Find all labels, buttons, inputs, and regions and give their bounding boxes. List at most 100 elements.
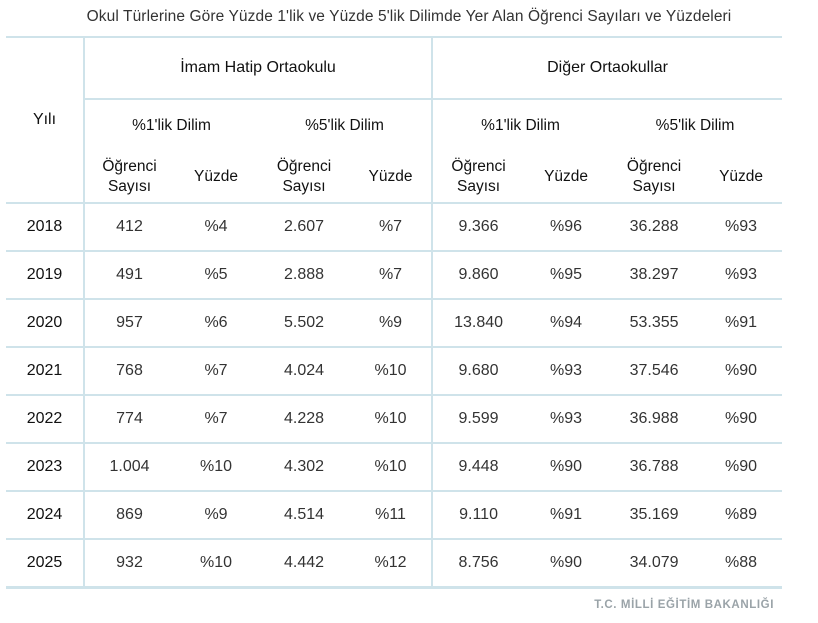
percent-cell: %7 [350, 202, 433, 251]
student-count-cell: 1.004 [83, 442, 174, 491]
year-cell: 2020 [6, 298, 84, 347]
year-cell: 2022 [6, 394, 84, 443]
percent-cell: %7 [174, 346, 258, 395]
student-count-cell: 491 [83, 250, 174, 299]
year-cell: 2023 [6, 442, 84, 491]
column-header-student-count: Öğrenci Sayısı [83, 151, 174, 203]
column-header-line: Öğrenci [626, 157, 682, 175]
table-row: 2024 869 %9 4.514 %11 9.110 %91 35.169 %89 [6, 490, 783, 539]
percent-cell: %10 [350, 442, 433, 491]
percent-cell: %90 [700, 442, 783, 491]
column-header-student-count: Öğrenci Sayısı [431, 151, 525, 203]
student-count-cell: 35.169 [608, 490, 701, 539]
column-header-student-count: Öğrenci Sayısı [608, 151, 700, 203]
column-header-student-count: Öğrenci Sayısı [258, 151, 350, 203]
student-count-cell: 957 [83, 298, 174, 347]
percent-cell: %5 [174, 250, 258, 299]
percent-cell: %90 [524, 538, 609, 589]
student-count-cell: 9.110 [431, 490, 525, 539]
student-count-cell: 4.442 [258, 538, 350, 589]
table-row: 2021 768 %7 4.024 %10 9.680 %93 37.546 %90 [6, 346, 783, 395]
student-count-cell: 4.228 [258, 394, 350, 443]
table-row: 2018 412 %4 2.607 %7 9.366 %96 36.288 %93 [6, 202, 783, 251]
group-header-diger: Diğer Ortaokullar [431, 36, 783, 100]
column-header-line: Sayısı [282, 177, 326, 195]
column-header-line: Sayısı [457, 177, 501, 195]
student-count-cell: 8.756 [431, 538, 525, 589]
subgroup-header: %5'lik Dilim [305, 116, 384, 134]
percent-cell: %93 [700, 202, 783, 251]
student-count-cell: 4.514 [258, 490, 350, 539]
column-header-line: Sayısı [107, 177, 152, 195]
column-header-line: Öğrenci [451, 157, 506, 175]
percent-cell: %7 [350, 250, 433, 299]
student-count-cell: 869 [83, 490, 174, 539]
percent-cell: %93 [524, 346, 609, 395]
year-cell: 2025 [6, 538, 84, 589]
column-header-percent: Yüzde [719, 167, 764, 185]
percent-cell: %94 [524, 298, 609, 347]
student-count-cell: 768 [83, 346, 174, 395]
student-count-cell: 9.366 [431, 202, 525, 251]
student-count-cell: 9.599 [431, 394, 525, 443]
subgroup-header: %5'lik Dilim [655, 116, 735, 134]
student-count-cell: 5.502 [258, 298, 350, 347]
student-count-cell: 38.297 [608, 250, 701, 299]
percent-cell: %10 [174, 538, 258, 589]
statistics-table: Yılı İmam Hatip Ortaokulu Diğer Ortaokul… [6, 36, 783, 589]
percent-cell: %9 [174, 490, 258, 539]
column-header-line: Sayısı [632, 177, 676, 195]
group-header-imam-hatip: İmam Hatip Ortaokulu [82, 36, 433, 100]
year-cell: 2018 [6, 202, 84, 251]
percent-cell: %12 [350, 538, 433, 589]
student-count-cell: 37.546 [608, 346, 701, 395]
year-cell: 2019 [6, 250, 84, 299]
subgroup-header: %1'lik Dilim [83, 99, 258, 151]
student-count-cell: 2.888 [258, 250, 350, 299]
student-count-cell: 2.607 [258, 202, 350, 251]
percent-cell: %96 [524, 202, 609, 251]
student-count-cell: 36.288 [608, 202, 701, 251]
percent-cell: %91 [524, 490, 609, 539]
column-header-line: Öğrenci [276, 157, 332, 175]
percent-cell: %89 [700, 490, 783, 539]
student-count-cell: 53.355 [608, 298, 701, 347]
percent-cell: %10 [350, 346, 433, 395]
year-header: Yılı [6, 36, 84, 203]
percent-cell: %10 [174, 442, 258, 491]
column-header-percent: Yüzde [544, 167, 589, 185]
percent-cell: %4 [174, 202, 258, 251]
table-row: 2023 1.004 %10 4.302 %10 9.448 %90 36.788 %90 [6, 442, 783, 491]
percent-cell: %6 [174, 298, 258, 347]
student-count-cell: 774 [83, 394, 174, 443]
column-header-percent: Yüzde [368, 167, 413, 185]
percent-cell: %93 [524, 394, 609, 443]
percent-cell: %90 [700, 394, 783, 443]
percent-cell: %11 [350, 490, 433, 539]
student-count-cell: 9.860 [431, 250, 525, 299]
table-row: 2022 774 %7 4.228 %10 9.599 %93 36.988 %90 [6, 394, 783, 443]
percent-cell: %9 [350, 298, 433, 347]
source-label: T.C. MİLLİ EĞİTİM BAKANLIĞI [594, 599, 774, 611]
student-count-cell: 9.448 [431, 442, 525, 491]
year-cell: 2024 [6, 490, 84, 539]
percent-cell: %10 [350, 394, 433, 443]
table-row: 2025 932 %10 4.442 %12 8.756 %90 34.079 %88 [6, 538, 783, 589]
student-count-cell: 4.024 [258, 346, 350, 395]
percent-cell: %88 [700, 538, 783, 589]
column-header-line: Öğrenci [102, 157, 157, 175]
percent-cell: %91 [700, 298, 783, 347]
student-count-cell: 4.302 [258, 442, 350, 491]
percent-cell: %95 [524, 250, 609, 299]
table-row: 2020 957 %6 5.502 %9 13.840 %94 53.355 %91 [6, 298, 783, 347]
table-title: Okul Türlerine Göre Yüzde 1'lik ve Yüzde… [86, 8, 732, 25]
table-row: 2019 491 %5 2.888 %7 9.860 %95 38.297 %93 [6, 250, 783, 299]
student-count-cell: 36.988 [608, 394, 701, 443]
percent-cell: %7 [174, 394, 258, 443]
year-cell: 2021 [6, 346, 84, 395]
student-count-cell: 9.680 [431, 346, 525, 395]
column-header-percent: Yüzde [194, 167, 238, 185]
percent-cell: %90 [524, 442, 609, 491]
subgroup-header: %1'lik Dilim [431, 99, 609, 151]
student-count-cell: 36.788 [608, 442, 701, 491]
